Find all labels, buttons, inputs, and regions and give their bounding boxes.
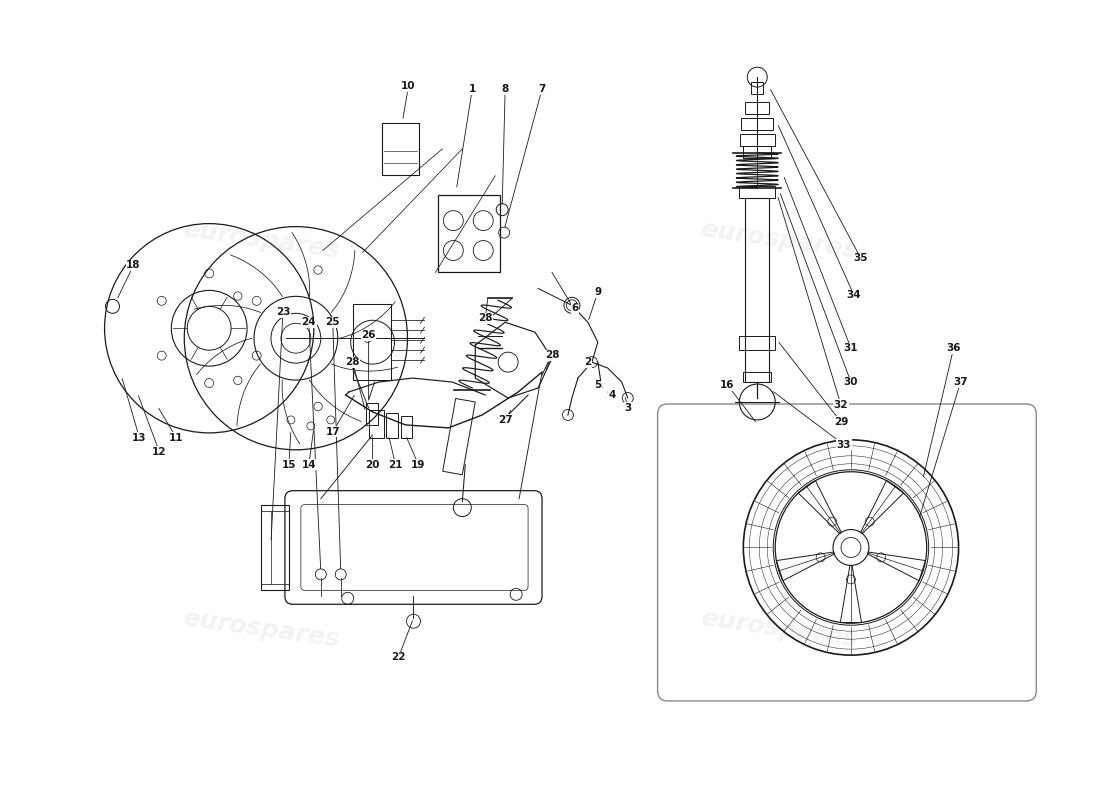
Bar bbox=[386, 413, 397, 438]
Text: 28: 28 bbox=[544, 350, 559, 360]
Bar bbox=[746, 198, 769, 382]
Text: 7: 7 bbox=[538, 84, 546, 94]
Text: 18: 18 bbox=[126, 261, 141, 270]
Text: 2: 2 bbox=[584, 357, 592, 367]
Text: eurospares: eurospares bbox=[700, 606, 859, 652]
Bar bbox=[739, 336, 776, 350]
Bar bbox=[744, 372, 771, 382]
Text: 32: 32 bbox=[834, 400, 848, 410]
Text: 36: 36 bbox=[946, 343, 960, 353]
Bar bbox=[382, 123, 419, 174]
Text: 37: 37 bbox=[954, 377, 968, 387]
Text: 13: 13 bbox=[132, 433, 146, 443]
Text: 21: 21 bbox=[388, 460, 403, 470]
Text: 23: 23 bbox=[276, 307, 290, 318]
Bar bbox=[741, 118, 773, 130]
Bar bbox=[439, 194, 500, 273]
Text: eurospares: eurospares bbox=[700, 218, 859, 263]
Text: eurospares: eurospares bbox=[182, 218, 341, 263]
Text: 26: 26 bbox=[362, 330, 376, 340]
Bar bbox=[746, 102, 769, 114]
Text: 22: 22 bbox=[392, 652, 406, 662]
Bar bbox=[442, 398, 475, 474]
Bar bbox=[740, 134, 774, 146]
Text: 29: 29 bbox=[834, 417, 848, 427]
Text: 5: 5 bbox=[594, 380, 602, 390]
Text: 9: 9 bbox=[594, 287, 602, 298]
Text: 1: 1 bbox=[469, 84, 476, 94]
Text: 20: 20 bbox=[365, 460, 380, 470]
Text: 28: 28 bbox=[345, 357, 360, 367]
Text: 11: 11 bbox=[169, 433, 184, 443]
Bar bbox=[261, 505, 289, 590]
Text: 33: 33 bbox=[837, 440, 851, 450]
Text: 4: 4 bbox=[608, 390, 616, 400]
Text: 34: 34 bbox=[847, 290, 861, 300]
Text: 19: 19 bbox=[411, 460, 426, 470]
Bar bbox=[368, 410, 384, 438]
Text: 31: 31 bbox=[844, 343, 858, 353]
Text: 17: 17 bbox=[326, 427, 340, 437]
Bar bbox=[400, 416, 412, 438]
Bar bbox=[744, 146, 771, 158]
Text: 14: 14 bbox=[301, 460, 316, 470]
Text: eurospares: eurospares bbox=[182, 606, 341, 652]
Bar bbox=[739, 186, 776, 198]
Text: 15: 15 bbox=[282, 460, 296, 470]
Text: 8: 8 bbox=[502, 84, 509, 94]
Bar bbox=[751, 82, 763, 94]
Text: 16: 16 bbox=[720, 380, 735, 390]
Text: 3: 3 bbox=[624, 403, 631, 413]
Text: 10: 10 bbox=[402, 81, 416, 91]
Bar bbox=[365, 403, 377, 425]
Text: 6: 6 bbox=[571, 303, 579, 314]
Text: 35: 35 bbox=[854, 254, 868, 263]
Text: 28: 28 bbox=[478, 314, 493, 323]
Text: 27: 27 bbox=[498, 415, 513, 425]
Text: 24: 24 bbox=[301, 318, 316, 327]
Text: 30: 30 bbox=[844, 377, 858, 387]
Text: 12: 12 bbox=[152, 447, 166, 457]
Text: 25: 25 bbox=[326, 318, 340, 327]
Bar bbox=[353, 304, 390, 380]
